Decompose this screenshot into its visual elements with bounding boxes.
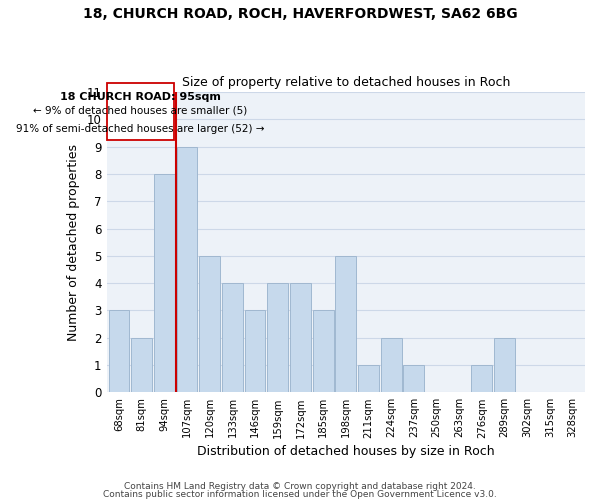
- Text: 18 CHURCH ROAD: 95sqm: 18 CHURCH ROAD: 95sqm: [60, 92, 221, 102]
- Bar: [358, 365, 379, 392]
- Text: Contains public sector information licensed under the Open Government Licence v3: Contains public sector information licen…: [103, 490, 497, 499]
- Bar: [154, 174, 175, 392]
- Text: 91% of semi-detached houses are larger (52) →: 91% of semi-detached houses are larger (…: [16, 124, 265, 134]
- Bar: [245, 310, 265, 392]
- X-axis label: Distribution of detached houses by size in Roch: Distribution of detached houses by size …: [197, 444, 494, 458]
- Bar: [290, 283, 311, 393]
- Text: ← 9% of detached houses are smaller (5): ← 9% of detached houses are smaller (5): [33, 106, 247, 116]
- Bar: [109, 310, 130, 392]
- Bar: [176, 146, 197, 392]
- Bar: [199, 256, 220, 392]
- Bar: [131, 338, 152, 392]
- Y-axis label: Number of detached properties: Number of detached properties: [67, 144, 80, 340]
- Bar: [268, 283, 288, 393]
- Text: 18, CHURCH ROAD, ROCH, HAVERFORDWEST, SA62 6BG: 18, CHURCH ROAD, ROCH, HAVERFORDWEST, SA…: [83, 8, 517, 22]
- Bar: [335, 256, 356, 392]
- Bar: [494, 338, 515, 392]
- Text: Contains HM Land Registry data © Crown copyright and database right 2024.: Contains HM Land Registry data © Crown c…: [124, 482, 476, 491]
- Bar: [472, 365, 492, 392]
- Bar: [222, 283, 243, 393]
- Bar: [313, 310, 334, 392]
- Title: Size of property relative to detached houses in Roch: Size of property relative to detached ho…: [182, 76, 510, 90]
- FancyBboxPatch shape: [107, 82, 174, 140]
- Bar: [380, 338, 401, 392]
- Bar: [403, 365, 424, 392]
